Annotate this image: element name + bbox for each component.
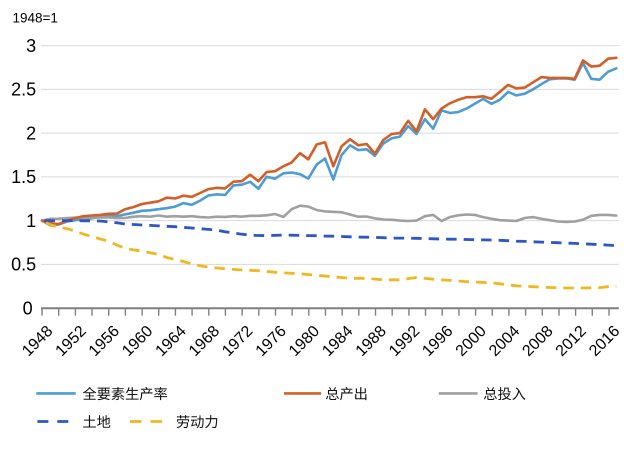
- svg-text:2: 2: [26, 123, 36, 143]
- svg-text:0: 0: [23, 299, 33, 319]
- svg-text:1.5: 1.5: [11, 167, 36, 187]
- svg-text:1948=1: 1948=1: [13, 11, 58, 26]
- svg-text:3: 3: [26, 36, 36, 56]
- svg-text:1: 1: [26, 211, 36, 231]
- svg-text:0.5: 0.5: [11, 255, 36, 275]
- svg-text:2.5: 2.5: [11, 80, 36, 100]
